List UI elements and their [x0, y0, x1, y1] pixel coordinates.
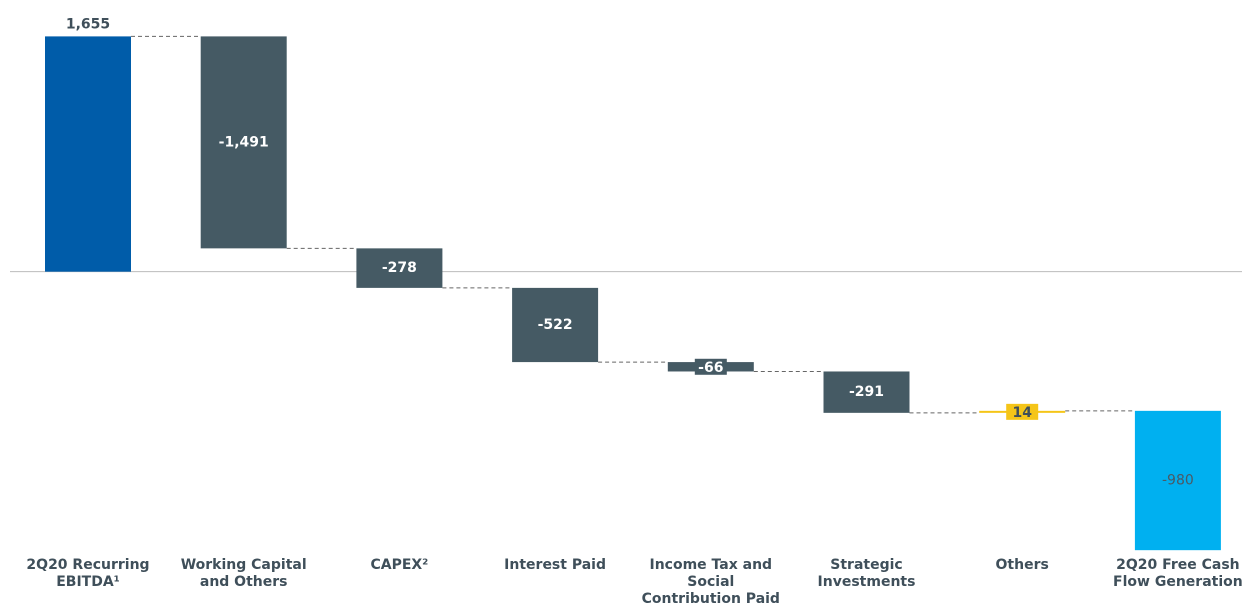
bar — [823, 371, 910, 413]
x-tick-label: 2Q20 Free Cash Flow Generation — [1113, 557, 1242, 590]
value-label: -1,491 — [219, 134, 269, 150]
value-label: -980 — [1162, 473, 1194, 489]
x-tick-label: Income Tax and Social Contribution Paid — [641, 557, 780, 607]
x-tick-label: Others — [995, 557, 1049, 573]
label-box — [694, 358, 727, 375]
label-box — [1006, 403, 1039, 420]
value-label: -66 — [698, 360, 723, 376]
x-tick-label: 2Q20 Recurring EBITDA¹ — [26, 557, 150, 590]
value-label: -522 — [538, 317, 573, 333]
x-tick-label: Strategic Investments — [817, 557, 916, 590]
bar — [1134, 410, 1221, 551]
x-tick-label: CAPEX² — [370, 557, 429, 573]
bar — [356, 248, 443, 288]
value-label: 1,655 — [66, 16, 110, 32]
bar — [200, 36, 287, 249]
bar — [512, 287, 599, 363]
value-label: 14 — [1012, 405, 1032, 421]
value-label: -291 — [849, 384, 884, 400]
bar — [45, 36, 131, 272]
x-tick-label: Interest Paid — [504, 557, 606, 573]
x-tick-label: Working Capital and Others — [180, 557, 307, 590]
value-label: -278 — [382, 260, 417, 276]
